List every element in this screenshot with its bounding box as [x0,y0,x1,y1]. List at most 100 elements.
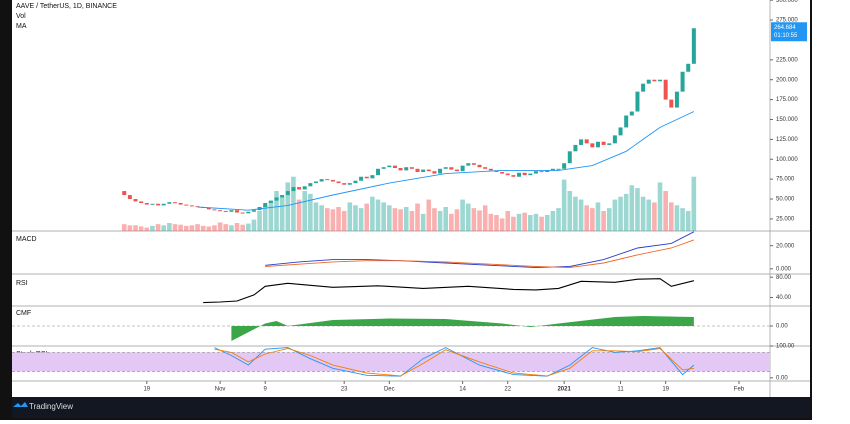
candle [550,168,555,171]
candle [579,139,584,145]
y-tick-label: 150.000 [776,117,798,123]
candle [663,79,668,100]
volume-bar [657,182,663,231]
candle [229,210,234,212]
volume-bar [590,208,595,231]
y-tick-label: 0.00 [776,375,788,381]
candle [178,203,183,205]
volume-bar [691,176,697,231]
candle [251,210,256,212]
candle [336,181,341,184]
volume-bar [296,199,302,231]
candle [466,163,471,166]
volume-bar [528,215,533,231]
volume-bar [319,205,324,231]
volume-bar [612,199,618,231]
candle [167,202,172,204]
candle [364,176,369,179]
x-tick-label: 2021 [557,387,571,393]
volume-bar [285,182,291,231]
volume-bar [336,207,341,231]
candle [398,168,403,171]
volume-bar [313,202,319,231]
candle [415,168,420,172]
volume-bar [544,215,550,231]
footer-bar [12,397,810,418]
countdown: 01:10:55 [774,33,798,39]
candle [680,71,685,92]
volume-bar [398,209,403,231]
candle [150,203,155,205]
panel-label: MACD [16,236,37,243]
volume-bar [200,225,206,231]
candle [438,168,443,174]
volume-bar [246,223,251,231]
candle [133,199,138,202]
volume-bar [584,205,590,231]
volume-bar [341,211,347,231]
candle [302,186,307,190]
candle [376,168,381,176]
panel-label: CMF [16,310,31,317]
candle [387,165,392,168]
candle [156,203,161,206]
volume-bar [370,196,375,231]
y-tick-label: 100.000 [776,157,798,163]
candle [212,209,217,211]
plot-bg [12,0,770,397]
y-tick-label: 0.000 [776,266,792,272]
candle [573,144,578,152]
candle [641,83,646,92]
volume-bar [477,210,482,231]
volume-bar [387,205,392,231]
candle [240,212,245,214]
y-tick-label: 40.00 [776,295,792,301]
volume-bar [268,201,274,231]
volume-bar [262,205,268,231]
volume-bar [454,209,460,231]
volume-bar [257,211,262,231]
volume-bar [150,225,155,231]
candle [686,63,691,72]
x-tick-label: Feb [734,387,745,393]
price-label: 264.684 [774,25,796,31]
candle [460,165,465,172]
candle [590,143,595,148]
x-tick-label: 19 [662,387,669,393]
candle [122,191,127,196]
candle [330,179,335,182]
volume-bar [505,211,511,231]
axis-bg [770,0,810,397]
candle [313,181,318,184]
volume-bar [324,208,330,231]
y-tick-label: 175.000 [776,97,798,103]
candle [421,169,426,172]
panel-label: RSI [16,280,28,287]
volume-bar [674,205,680,231]
volume-bar [663,191,668,231]
volume-bar [669,202,674,231]
y-tick-label: 100.00 [776,344,795,350]
volume-bar [375,199,381,231]
candle [268,200,273,203]
macd-line [265,231,695,269]
volume-bar [465,203,471,231]
candle [612,135,617,144]
stoch-line [214,348,694,377]
volume-bar [121,224,127,231]
volume-bar [539,216,544,231]
volume-bar [364,203,370,231]
volume-bar [144,227,150,231]
candle [556,168,561,170]
candle [381,167,386,169]
candle [274,197,279,201]
x-tick-label: 19 [143,387,150,393]
volume-bar [550,211,556,231]
volume-bar [685,211,691,231]
ma-line [197,111,695,211]
volume-bar [155,224,161,231]
candle [674,91,679,108]
y-tick-label: 75.000 [776,177,795,183]
candle [584,139,589,144]
candle [359,176,364,181]
